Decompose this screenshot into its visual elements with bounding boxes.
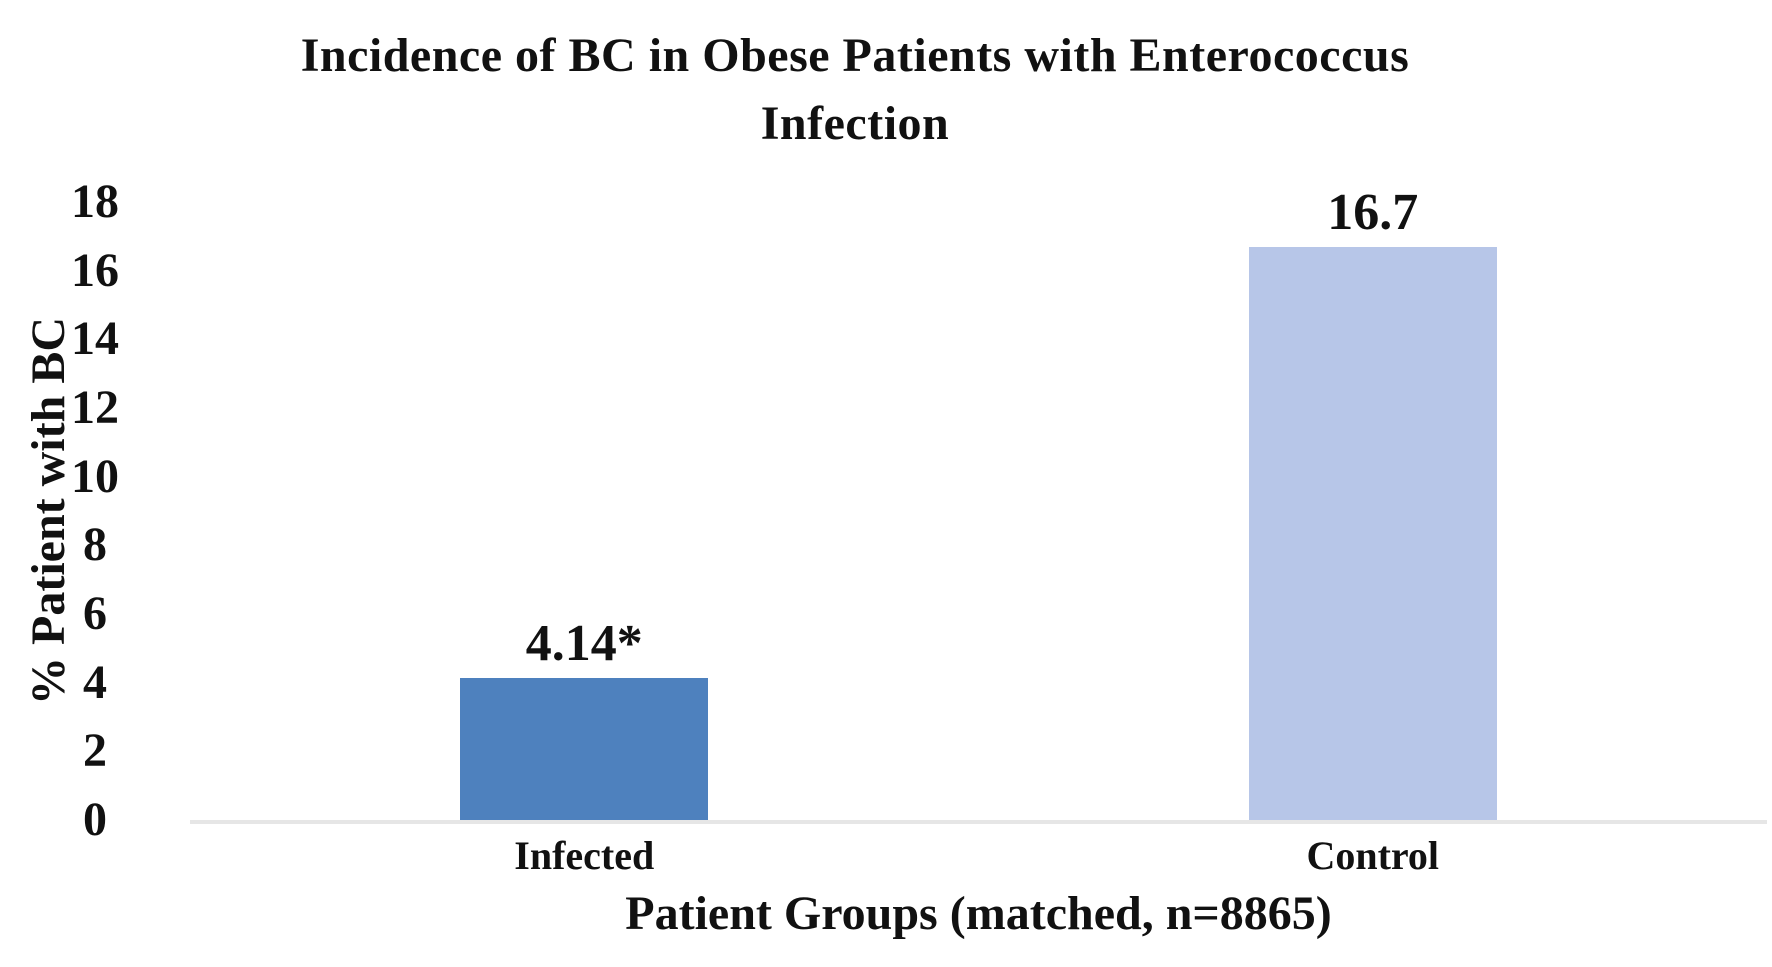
y-tick-label-6: 6 [83, 587, 107, 640]
x-category-label-control: Control [1306, 833, 1440, 878]
bar-control [1248, 246, 1497, 820]
y-tick-label-10: 10 [71, 449, 119, 503]
y-tick-label-4: 4 [83, 655, 107, 709]
y-tick-label-2: 2 [83, 724, 107, 778]
y-tick-label-8: 8 [83, 518, 107, 572]
bar-infected [460, 677, 709, 820]
y-tick-label-16: 16 [71, 243, 119, 297]
chart-title: Incidence of BC in Obese Patients with E… [145, 22, 1565, 158]
x-axis-line [190, 820, 1767, 824]
y-tick-label-0: 0 [83, 793, 107, 846]
bar-value-label-control: 16.7 [1327, 183, 1419, 241]
x-axis-title: Patient Groups (matched, n=8865) [625, 887, 1332, 940]
chart-title-line2: Infection [760, 97, 950, 150]
y-axis-title-text: % Patient with BC [21, 317, 75, 705]
y-tick-label-18: 18 [71, 175, 119, 228]
x-category-label-infected: Infected [514, 833, 655, 878]
y-tick-label-14: 14 [71, 312, 119, 366]
y-tick-label-12: 12 [71, 381, 119, 434]
chart-title-line1: Incidence of BC in Obese Patients with E… [300, 29, 1410, 82]
bar-value-label-infected: 4.14* [525, 614, 643, 672]
